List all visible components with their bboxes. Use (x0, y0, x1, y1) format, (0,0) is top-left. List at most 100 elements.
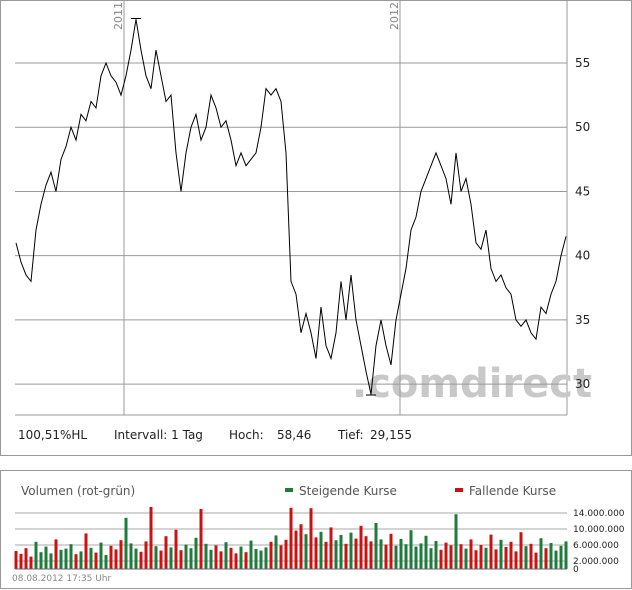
volume-bar (474, 550, 478, 569)
volume-bar (214, 545, 218, 569)
info-high-label: Hoch: (229, 428, 264, 442)
volume-bar (39, 552, 43, 569)
y-tick-label: 14.000.000 (573, 509, 625, 519)
volume-bar (499, 539, 503, 569)
legend-label: Fallende Kurse (469, 484, 556, 498)
timestamp: 08.08.2012 17:35 Uhr (12, 574, 111, 584)
y-tick-label: 35 (575, 313, 590, 327)
volume-bar (429, 548, 433, 569)
legend-swatch (455, 488, 463, 492)
volume-bar (544, 548, 548, 569)
volume-bar (49, 553, 53, 569)
volume-bar (139, 551, 143, 569)
legend-swatch (285, 488, 293, 492)
volume-bar (89, 547, 93, 569)
volume-bar (254, 549, 258, 569)
volume-bar (144, 541, 148, 569)
info-low: 29,155 (370, 428, 412, 442)
volume-bar (424, 535, 428, 569)
volume-bar (339, 535, 343, 569)
volume-bar (124, 517, 128, 569)
volume-bar (484, 547, 488, 569)
volume-bar (29, 556, 33, 569)
volume-bar (419, 543, 423, 569)
volume-bar (154, 546, 158, 569)
volume-bar (434, 541, 438, 569)
volume-bar (539, 538, 543, 569)
volume-bar (329, 527, 333, 569)
volume-bar (204, 543, 208, 569)
volume-bar (194, 537, 198, 569)
volume-bar (324, 541, 328, 569)
volume-bar (309, 508, 313, 569)
volume-bar (259, 550, 263, 569)
volume-bar (104, 555, 108, 569)
volume-bar (169, 547, 173, 569)
volume-bar (359, 525, 363, 569)
y-tick-label: 2.000.000 (573, 557, 619, 567)
volume-bar (264, 547, 268, 569)
volume-bar (279, 545, 283, 569)
volume-bar (294, 530, 298, 569)
y-tick-label: 45 (575, 184, 590, 198)
volume-bar (514, 551, 518, 569)
volume-bar (374, 523, 378, 569)
volume-bar (504, 547, 508, 569)
volume-bar (64, 548, 68, 569)
year-label: 2011 (112, 2, 125, 30)
volume-bar (209, 549, 213, 569)
volume-bar (344, 543, 348, 569)
price-line (15, 19, 567, 395)
volume-bar (239, 546, 243, 569)
y-tick-label: 50 (575, 120, 590, 134)
volume-bar (199, 509, 203, 569)
volume-bar (174, 529, 178, 569)
volume-bar (319, 531, 323, 569)
volume-bar (524, 546, 528, 569)
volume-bar (409, 530, 413, 569)
volume-bar (284, 539, 288, 569)
volume-bar (229, 547, 233, 569)
volume-bar (299, 524, 303, 569)
volume-bar (184, 544, 188, 569)
volume-bar (59, 549, 63, 569)
volume-bar (494, 549, 498, 569)
volume-bar (114, 549, 118, 569)
volume-bar (289, 507, 293, 569)
volume-bar (24, 548, 28, 569)
volume-bar (109, 545, 113, 569)
volume-bar (14, 551, 18, 569)
volume-bar (149, 507, 153, 569)
volume-bar (179, 550, 183, 569)
volume-bar (554, 550, 558, 569)
y-tick-label: 55 (575, 56, 590, 70)
volume-bar (464, 548, 468, 569)
volume-bar (249, 540, 253, 569)
volume-bar (394, 545, 398, 569)
volume-bar (349, 532, 353, 569)
volume-bar (519, 532, 523, 569)
y-tick-label: 6.000.000 (573, 541, 619, 551)
volume-bar (34, 541, 38, 569)
volume-bar (364, 536, 368, 569)
volume-bar (469, 539, 473, 569)
volume-bar (479, 545, 483, 569)
volume-title: Volumen (rot-grün) (21, 484, 135, 498)
volume-bar (334, 540, 338, 569)
volume-bar (244, 552, 248, 569)
volume-bar (269, 541, 273, 569)
volume-bar (389, 533, 393, 569)
y-tick-label: 30 (575, 377, 590, 391)
volume-bar (404, 544, 408, 569)
year-label: 2012 (388, 2, 401, 30)
info-high: 58,46 (277, 428, 311, 442)
volume-bar (354, 538, 358, 569)
volume-bar (384, 544, 388, 569)
volume-bar (379, 539, 383, 569)
volume-bar (489, 534, 493, 569)
volume-bar (44, 546, 48, 569)
volume-bar (234, 553, 238, 569)
volume-bar (529, 543, 533, 569)
volume-bar (314, 537, 318, 569)
volume-bar (84, 533, 88, 569)
